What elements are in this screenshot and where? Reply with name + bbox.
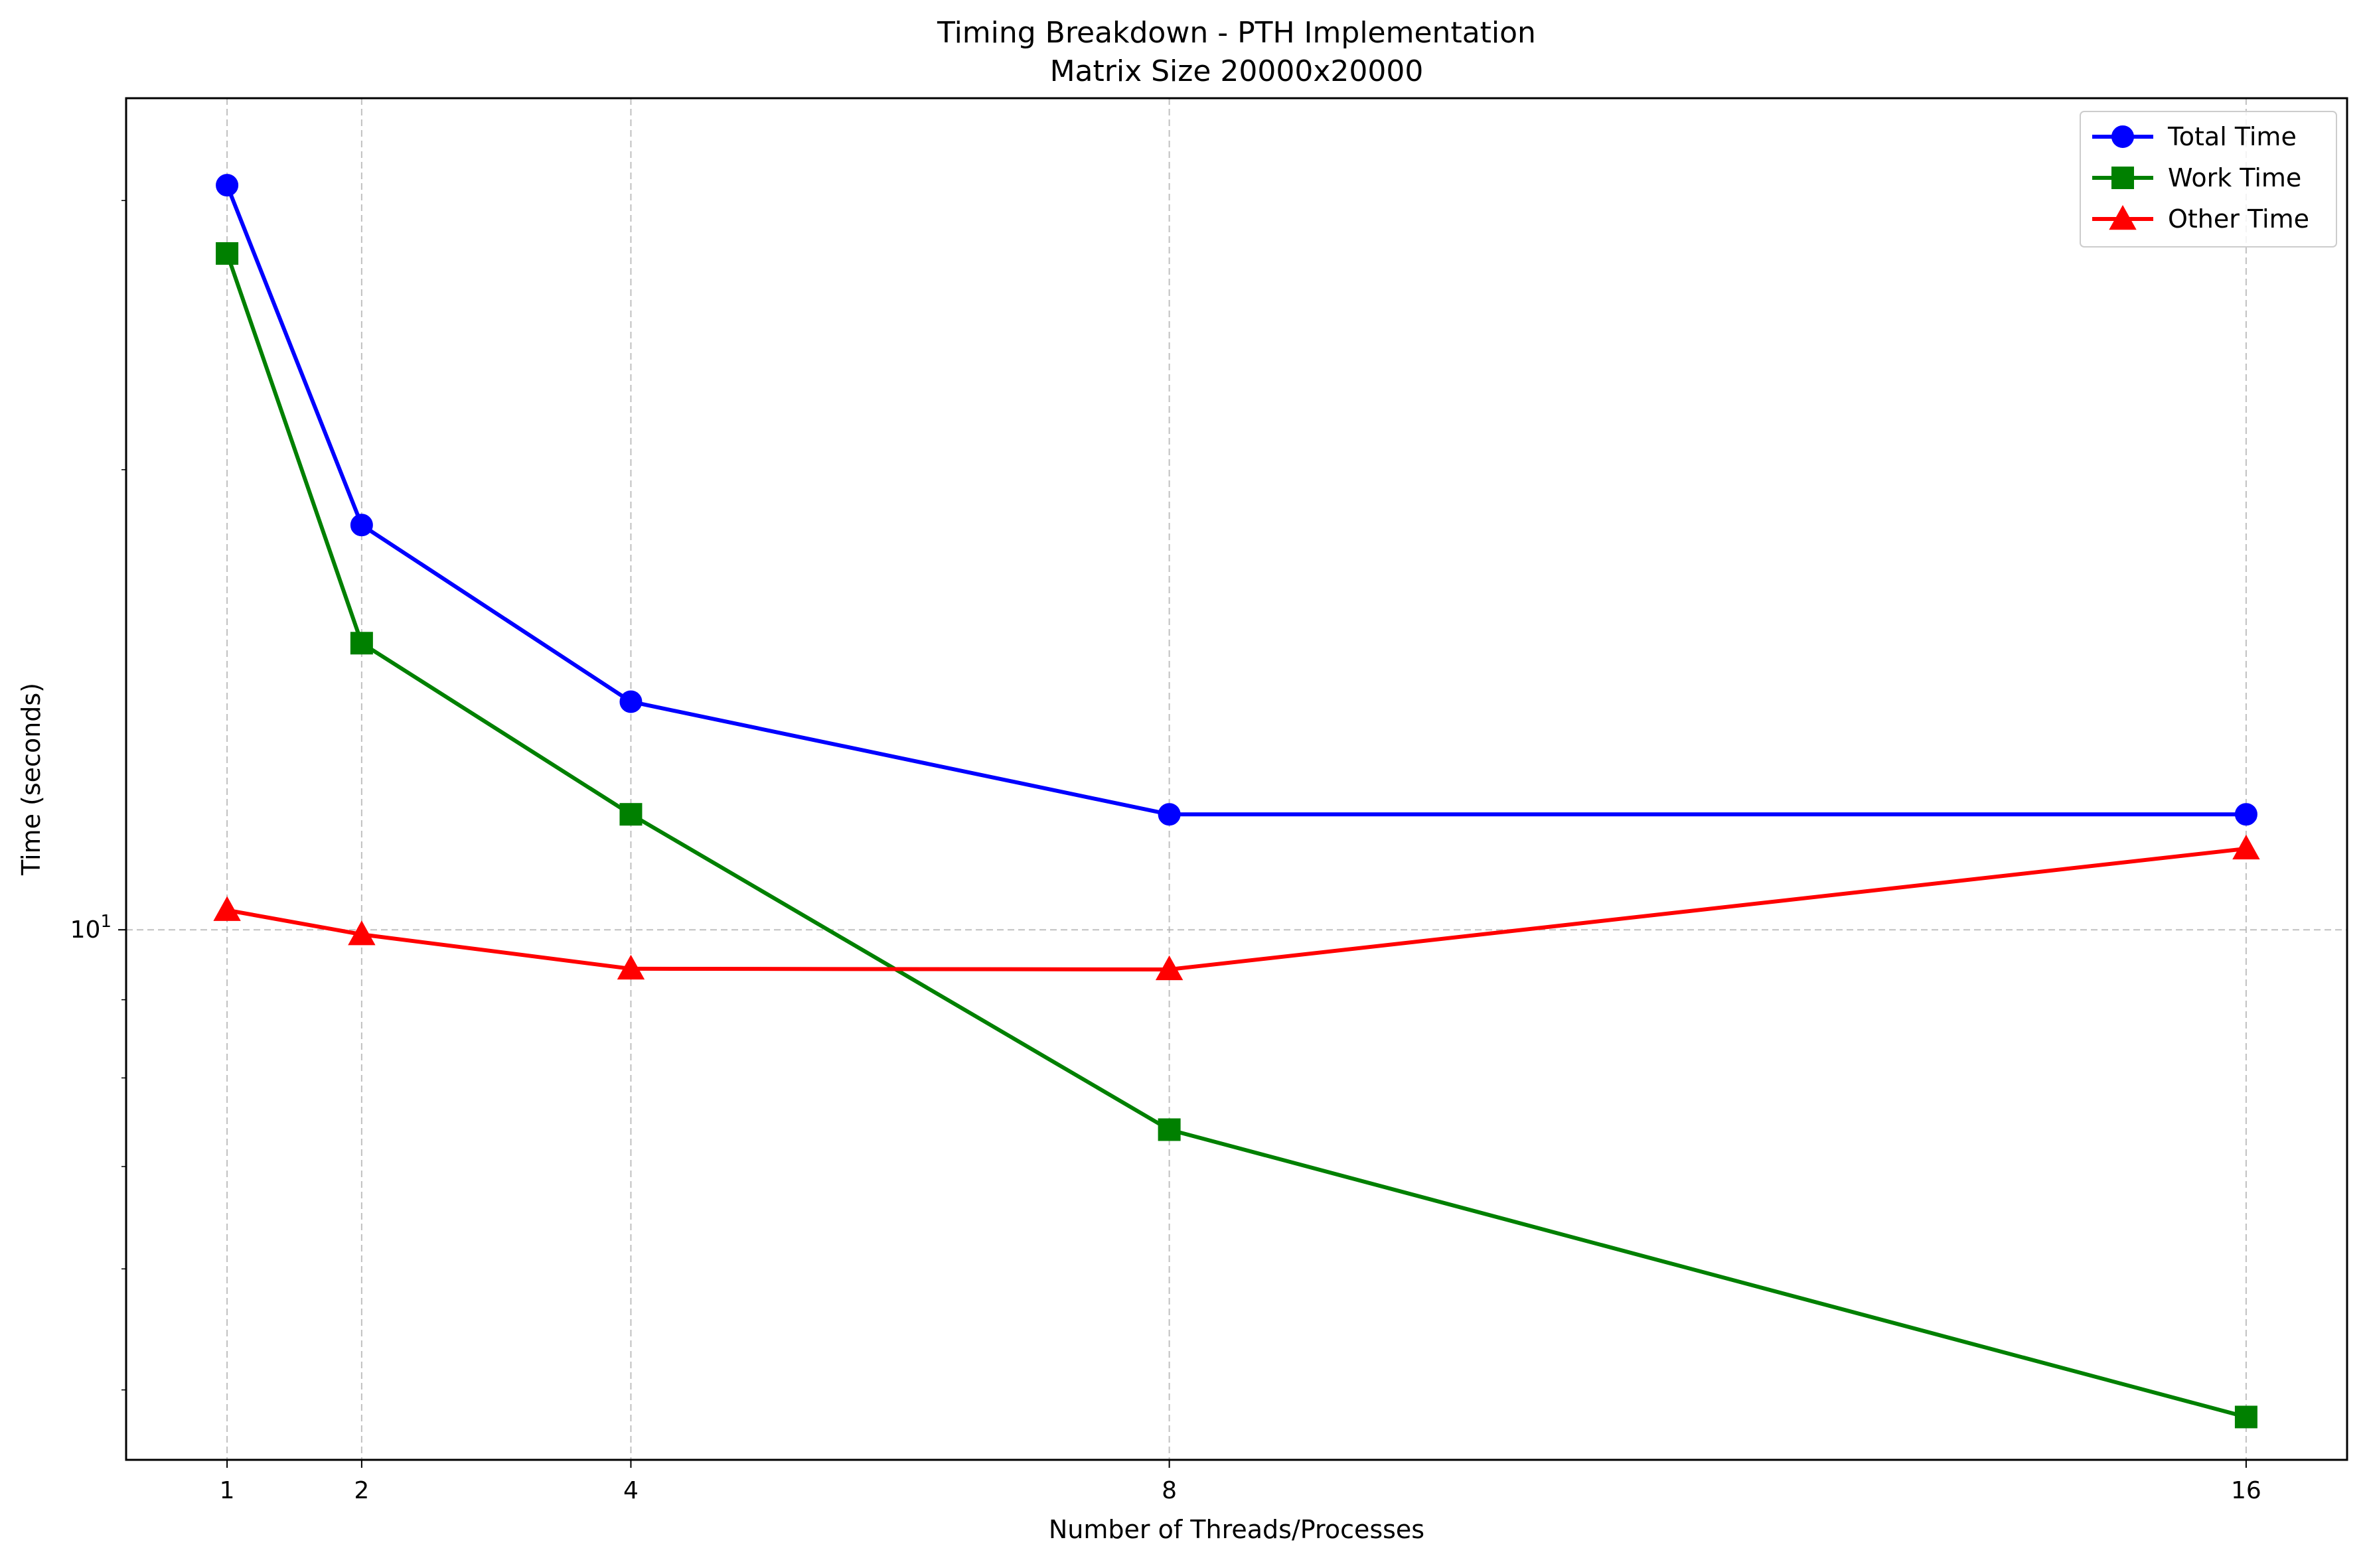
legend-label: Other Time [2168,204,2309,234]
data-point [1158,803,1181,826]
data-point [619,690,643,713]
x-axis-label: Number of Threads/Processes [1049,1515,1424,1544]
legend-entry: Other Time [2092,204,2309,234]
chart-title-block: Timing Breakdown - PTH Implementation Ma… [937,16,1536,88]
legend-label: Total Time [2167,122,2297,151]
data-point [216,174,239,197]
data-point [1158,1118,1181,1141]
plot-area-frame [125,97,2348,1461]
legend-marker [2111,125,2134,148]
y-tick-label: 101 [70,912,112,944]
data-point [350,632,373,655]
data-point [213,896,241,921]
y-axis-label: Time (seconds) [17,683,46,876]
data-point [2232,834,2260,860]
x-tick-label: 2 [354,1477,369,1504]
series-square [216,242,2257,1429]
series-circle [216,174,2257,826]
grid-lines [126,98,2347,1460]
x-tick-label: 1 [220,1477,235,1504]
x-tick-label: 16 [2231,1477,2261,1504]
data-point [2234,1405,2257,1429]
data-point [216,242,239,265]
data-point [348,920,376,946]
data-point [350,514,373,537]
data-point [617,954,645,980]
series-layer [213,174,2260,1429]
legend-marker [2111,167,2134,189]
x-tick-label: 4 [623,1477,639,1504]
data-point [1155,955,1184,981]
legend-marker [2109,204,2137,230]
series-triangle [213,834,2260,981]
legend-entry: Total Time [2092,122,2297,151]
chart-subtitle: Matrix Size 20000x20000 [1050,54,1424,88]
legend: Total Time Work Time Other Time [2080,111,2337,248]
axis-ticks: 1 2 4 8 16 101 [70,200,2261,1504]
legend-entry: Work Time [2092,163,2301,192]
data-point [2234,803,2257,826]
legend-label: Work Time [2168,163,2301,192]
data-point [619,803,643,826]
x-tick-label: 8 [1162,1477,1177,1504]
legend-box [2080,111,2337,248]
chart-title: Timing Breakdown - PTH Implementation [937,16,1536,50]
